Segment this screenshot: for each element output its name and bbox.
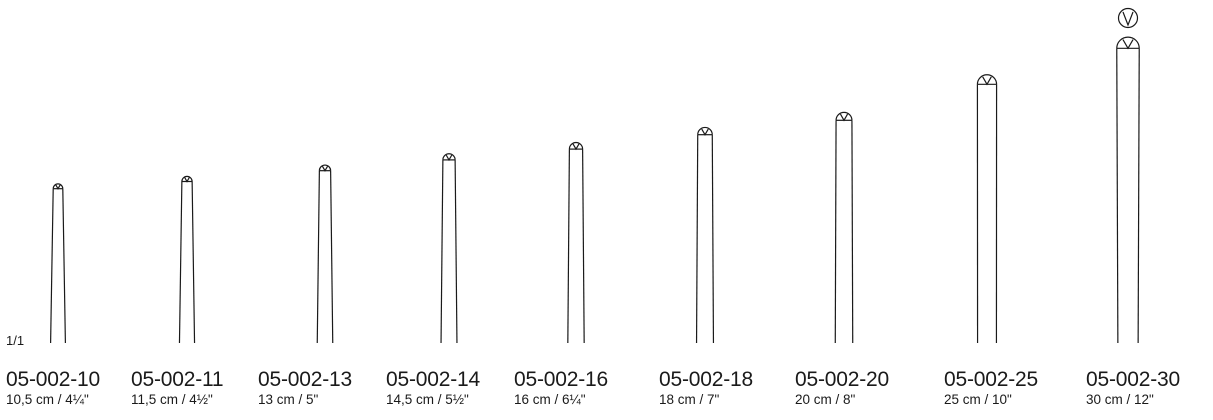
instrument-size: 25 cm / 10" [944, 392, 1012, 407]
jaw-left [834, 120, 837, 344]
instrument-size: 11,5 cm / 4½" [131, 392, 213, 407]
v-tip-detail-icon [1117, 7, 1139, 29]
tip-v-mark [839, 113, 849, 122]
instrument-label: 05-002-30 30 cm / 12" [1086, 369, 1180, 408]
instrument-code: 05-002-20 [795, 368, 889, 391]
detail-circle [1117, 7, 1139, 29]
instrument-label: 05-002-13 13 cm / 5" [258, 369, 352, 408]
tip-arc [52, 183, 64, 189]
tip-arc [697, 126, 713, 135]
tip-arc [976, 74, 998, 85]
instrument-label: 05-002-20 20 cm / 8" [795, 369, 889, 408]
tip-arc [318, 164, 332, 171]
instrument-outline [50, 183, 66, 344]
instrument-outline [834, 111, 854, 344]
instrument-outline [440, 153, 458, 344]
jaw-left [567, 149, 570, 344]
instrument-code: 05-002-18 [659, 368, 753, 391]
instrument-label: 05-002-25 25 cm / 10" [944, 369, 1038, 408]
instrument-outline [695, 126, 715, 344]
instrument-label: 05-002-18 18 cm / 7" [659, 369, 753, 408]
tip-arc [1116, 36, 1140, 49]
instrument-outline [1116, 36, 1140, 344]
scale-label: 1/1 [6, 333, 25, 348]
instrument-outline [976, 74, 998, 344]
tip-v-mark [445, 154, 453, 162]
instrument-label: 05-002-11 11,5 cm / 4½" [131, 368, 224, 408]
jaw-right [191, 181, 196, 344]
instrument-code: 05-002-14 [386, 368, 480, 391]
jaw-right [582, 149, 585, 344]
instrument-outline [316, 164, 334, 344]
jaw-left [1116, 48, 1119, 344]
instrument-code: 05-002-11 [131, 368, 224, 391]
detail-v-mark [1122, 11, 1134, 27]
instrument-outline [567, 141, 585, 344]
jaw-right [711, 134, 715, 344]
tip-v-mark [701, 128, 709, 136]
instrument-size: 14,5 cm / 5½" [386, 392, 469, 407]
jaw-left [178, 181, 183, 344]
jaw-right [1137, 48, 1140, 344]
tip-arc [181, 175, 193, 182]
instrument-size: 13 cm / 5" [258, 392, 319, 407]
tip-v-mark [55, 184, 61, 190]
instrument-size: 10,5 cm / 4¼" [6, 392, 89, 407]
tip-v-mark [982, 76, 992, 86]
tip-v-mark [572, 143, 580, 151]
instrument-code: 05-002-25 [944, 368, 1038, 391]
jaw-right [851, 120, 854, 344]
instrument-size: 16 cm / 6¼" [514, 392, 586, 407]
instrument-label: 05-002-10 10,5 cm / 4¼" [6, 369, 100, 408]
jaw-left [695, 134, 699, 344]
jaw-right [330, 170, 334, 344]
tip-v-mark [184, 177, 190, 183]
instrument-label: 05-002-16 16 cm / 6¼" [514, 369, 608, 408]
tip-v-mark [321, 166, 329, 172]
tip-arc [442, 153, 456, 160]
instrument-code: 05-002-30 [1086, 368, 1180, 391]
tip-arc [835, 111, 853, 121]
jaw-right [62, 188, 66, 344]
tip-v-mark [1122, 39, 1134, 50]
instrument-code: 05-002-13 [258, 368, 352, 391]
instrument-code: 05-002-16 [514, 368, 608, 391]
jaw-left [50, 188, 54, 344]
instrument-outline [178, 175, 196, 344]
jaw-right [454, 159, 458, 344]
tip-arc [568, 141, 584, 150]
instrument-label: 05-002-14 14,5 cm / 5½" [386, 369, 480, 408]
instrument-size: 30 cm / 12" [1086, 392, 1154, 407]
jaw-left [440, 159, 444, 344]
instrument-size: 20 cm / 8" [795, 392, 856, 407]
instrument-size: 18 cm / 7" [659, 392, 720, 407]
jaw-left [316, 170, 320, 344]
instrument-code: 05-002-10 [6, 368, 100, 391]
